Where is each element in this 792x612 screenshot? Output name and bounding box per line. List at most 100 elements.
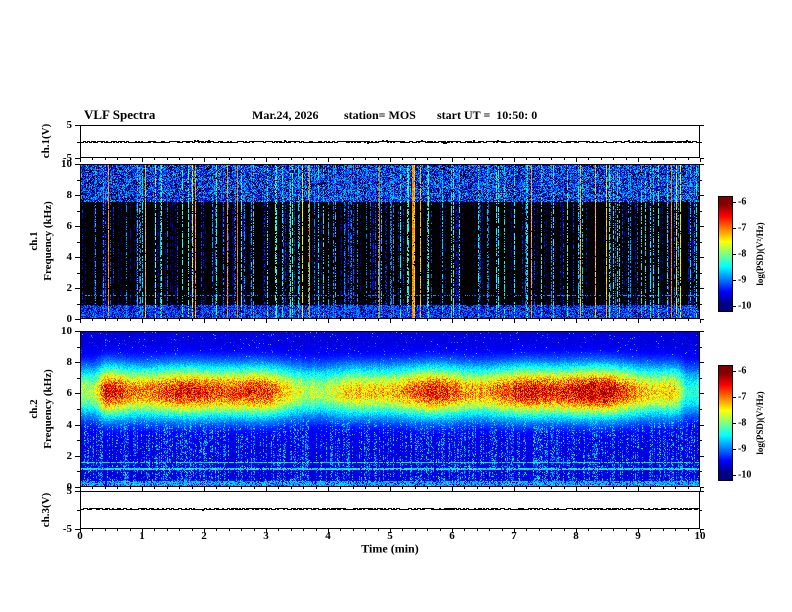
tick-mark xyxy=(733,228,736,229)
tick-mark xyxy=(489,529,490,531)
tick-mark xyxy=(452,487,453,491)
tick-mark xyxy=(675,319,676,321)
tick-mark xyxy=(378,529,379,531)
tick-mark xyxy=(700,257,704,258)
tick-mark xyxy=(204,319,205,323)
tick-mark xyxy=(700,211,702,212)
colorbar-ch1-label: log(PSD)(V²/Hz) xyxy=(755,222,765,286)
tick-mark xyxy=(576,158,577,162)
tick-mark xyxy=(142,529,143,533)
tick-mark xyxy=(77,347,80,348)
y-tick-label: 10 xyxy=(61,325,72,337)
ch1-voltage-panel xyxy=(80,125,700,158)
tick-mark xyxy=(154,158,155,160)
tick-mark xyxy=(278,529,279,531)
tick-mark xyxy=(551,158,552,160)
tick-mark xyxy=(75,125,80,126)
tick-mark xyxy=(316,158,317,160)
tick-mark xyxy=(477,158,478,160)
tick-mark xyxy=(663,319,664,321)
tick-mark xyxy=(688,487,689,489)
tick-mark xyxy=(266,158,267,162)
tick-mark xyxy=(216,529,217,531)
tick-mark xyxy=(192,158,193,160)
tick-mark xyxy=(77,273,80,274)
tick-mark xyxy=(328,158,329,162)
tick-mark xyxy=(92,487,93,489)
tick-mark xyxy=(551,319,552,321)
tick-mark xyxy=(117,487,118,489)
tick-mark xyxy=(539,487,540,489)
tick-mark xyxy=(80,487,81,491)
y-tick-label: 0 xyxy=(66,313,73,325)
tick-mark xyxy=(626,487,627,489)
tick-mark xyxy=(700,491,704,492)
tick-mark xyxy=(638,319,639,323)
tick-mark xyxy=(539,529,540,531)
tick-mark xyxy=(700,319,701,323)
x-tick-label: 2 xyxy=(201,530,207,542)
colorbar-ch2-label: log(PSD)(V²/Hz) xyxy=(755,391,765,455)
tick-mark xyxy=(154,319,155,321)
tick-mark xyxy=(316,487,317,489)
tick-mark xyxy=(733,423,736,424)
colorbar-tick-label: -7 xyxy=(738,391,747,403)
tick-mark xyxy=(700,362,704,363)
tick-mark xyxy=(675,529,676,531)
tick-mark xyxy=(105,487,106,489)
ch3-voltage-axis-label: ch.3(V) xyxy=(40,492,52,528)
tick-mark xyxy=(378,487,379,489)
tick-mark xyxy=(440,319,441,321)
tick-mark xyxy=(700,331,704,332)
tick-mark xyxy=(526,158,527,160)
tick-mark xyxy=(303,529,304,531)
tick-mark xyxy=(663,487,664,489)
tick-mark xyxy=(700,142,702,143)
x-tick-label: 0 xyxy=(77,530,83,542)
tick-mark xyxy=(514,319,515,323)
y-tick-label: 5 xyxy=(66,485,73,497)
tick-mark xyxy=(427,487,428,489)
tick-mark xyxy=(204,487,205,491)
tick-mark xyxy=(551,529,552,531)
tick-mark xyxy=(340,158,341,160)
y-tick-label: 2 xyxy=(66,282,73,294)
tick-mark xyxy=(526,319,527,321)
colorbar-tick-label: -9 xyxy=(738,443,747,455)
tick-mark xyxy=(353,487,354,489)
x-axis-title: Time (min) xyxy=(361,541,419,556)
tick-mark xyxy=(440,158,441,160)
tick-mark xyxy=(626,529,627,531)
tick-mark xyxy=(278,319,279,321)
colorbar-tick-label: -6 xyxy=(738,365,747,377)
plot-title: VLF Spectra xyxy=(84,107,156,122)
tick-mark xyxy=(415,319,416,321)
tick-mark xyxy=(241,487,242,489)
tick-mark xyxy=(340,319,341,321)
tick-mark xyxy=(353,319,354,321)
tick-mark xyxy=(117,319,118,321)
tick-mark xyxy=(75,158,80,159)
tick-mark xyxy=(75,393,80,394)
tick-mark xyxy=(733,306,736,307)
tick-mark xyxy=(700,425,704,426)
tick-mark xyxy=(130,319,131,321)
tick-mark xyxy=(75,362,80,363)
tick-mark xyxy=(390,319,391,323)
tick-mark xyxy=(564,529,565,531)
tick-mark xyxy=(613,158,614,160)
tick-mark xyxy=(167,158,168,160)
y-tick-label: 4 xyxy=(66,251,73,263)
tick-mark xyxy=(365,158,366,160)
tick-mark xyxy=(75,164,80,165)
tick-mark xyxy=(278,487,279,489)
colorbar-tick-label: -10 xyxy=(738,300,752,312)
ch2-spectrogram xyxy=(81,332,699,486)
y-tick-label: 0 xyxy=(66,481,73,493)
tick-mark xyxy=(700,393,704,394)
tick-mark xyxy=(613,487,614,489)
tick-mark xyxy=(700,242,702,243)
tick-mark xyxy=(588,319,589,321)
tick-mark xyxy=(77,510,80,511)
tick-mark xyxy=(92,158,93,160)
